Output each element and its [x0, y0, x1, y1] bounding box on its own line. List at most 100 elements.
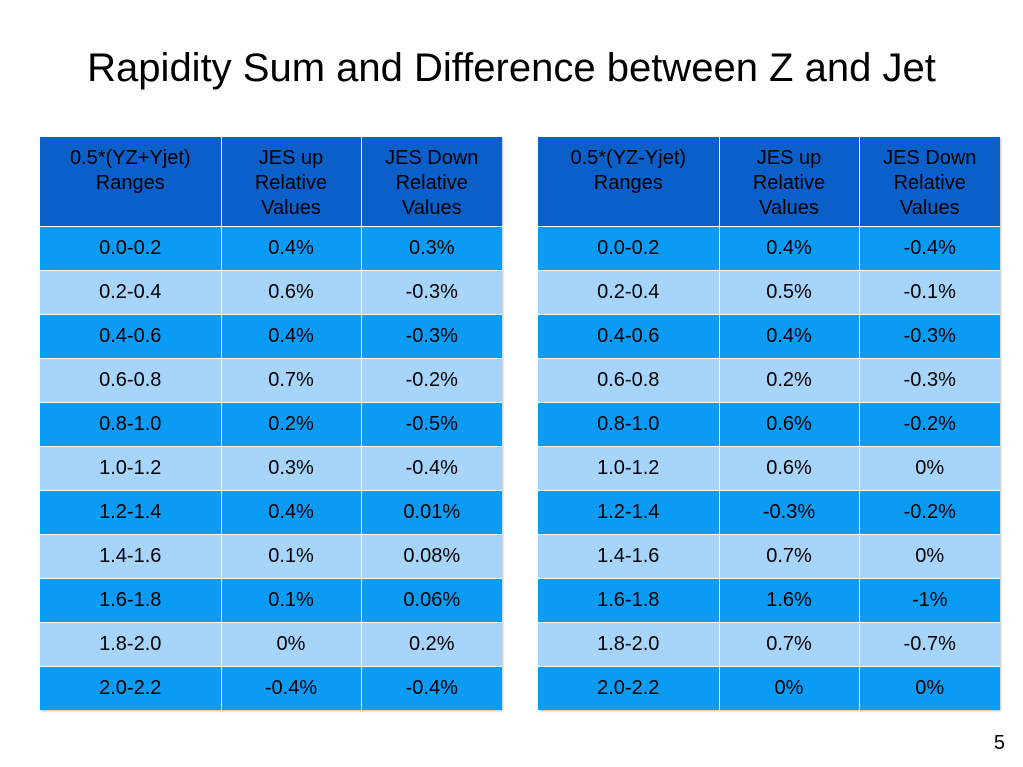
jes-up-cell: 0.4%	[221, 313, 362, 358]
jes-up-cell: 0.6%	[719, 445, 860, 490]
table-row: 0.8-1.0 0.6% -0.2%	[538, 401, 1000, 446]
range-cell: 1.2-1.4	[538, 489, 720, 534]
header-jes-down: JES Down Relative Values	[361, 137, 502, 226]
table-row: 0.6-0.8 0.2% -0.3%	[538, 357, 1000, 402]
jes-down-cell: -0.2%	[859, 489, 1000, 534]
table-row: 1.0-1.2 0.3% -0.4%	[40, 445, 502, 490]
header-ranges: 0.5*(YZ-Yjet) Ranges	[538, 137, 720, 226]
table-row: 0.2-0.4 0.5% -0.1%	[538, 269, 1000, 314]
table-row: 0.2-0.4 0.6% -0.3%	[40, 269, 502, 314]
table-row: 2.0-2.2 0% 0%	[538, 665, 1000, 710]
jes-up-cell: 0%	[221, 621, 362, 666]
jes-down-cell: -0.4%	[859, 225, 1000, 270]
jes-down-cell: 0.08%	[361, 533, 502, 578]
header-jes-up: JES up Relative Values	[719, 137, 860, 226]
jes-down-cell: -0.7%	[859, 621, 1000, 666]
rapidity-difference-table: 0.5*(YZ-Yjet) Ranges JES up Relative Val…	[538, 137, 1000, 710]
table-header-row: 0.5*(YZ+Yjet) Ranges JES up Relative Val…	[40, 137, 502, 226]
range-cell: 0.8-1.0	[40, 401, 222, 446]
range-cell: 0.2-0.4	[538, 269, 720, 314]
jes-up-cell: 0%	[719, 665, 860, 710]
table-row: 1.8-2.0 0% 0.2%	[40, 621, 502, 666]
header-jes-down: JES Down Relative Values	[859, 137, 1000, 226]
slide-title: Rapidity Sum and Difference between Z an…	[87, 46, 936, 90]
table-row: 1.4-1.6 0.7% 0%	[538, 533, 1000, 578]
table-row: 1.8-2.0 0.7% -0.7%	[538, 621, 1000, 666]
table-row: 1.2-1.4 0.4% 0.01%	[40, 489, 502, 534]
jes-down-cell: -0.3%	[859, 313, 1000, 358]
table-row: 1.0-1.2 0.6% 0%	[538, 445, 1000, 490]
range-cell: 1.4-1.6	[40, 533, 222, 578]
jes-down-cell: -0.5%	[361, 401, 502, 446]
jes-up-cell: -0.4%	[221, 665, 362, 710]
range-cell: 0.2-0.4	[40, 269, 222, 314]
table-row: 0.0-0.2 0.4% -0.4%	[538, 225, 1000, 270]
jes-up-cell: -0.3%	[719, 489, 860, 534]
jes-down-cell: -0.4%	[361, 665, 502, 710]
jes-down-cell: 0.06%	[361, 577, 502, 622]
jes-up-cell: 0.7%	[221, 357, 362, 402]
jes-down-cell: 0.3%	[361, 225, 502, 270]
table-row: 0.0-0.2 0.4% 0.3%	[40, 225, 502, 270]
jes-down-cell: -0.4%	[361, 445, 502, 490]
range-cell: 0.8-1.0	[538, 401, 720, 446]
range-cell: 1.6-1.8	[40, 577, 222, 622]
jes-down-cell: 0.01%	[361, 489, 502, 534]
table-row: 0.8-1.0 0.2% -0.5%	[40, 401, 502, 446]
table-header-row: 0.5*(YZ-Yjet) Ranges JES up Relative Val…	[538, 137, 1000, 226]
range-cell: 1.8-2.0	[40, 621, 222, 666]
jes-up-cell: 0.3%	[221, 445, 362, 490]
page-number: 5	[993, 732, 1005, 754]
range-cell: 0.4-0.6	[40, 313, 222, 358]
jes-down-cell: 0.2%	[361, 621, 502, 666]
range-cell: 1.6-1.8	[538, 577, 720, 622]
jes-up-cell: 0.4%	[719, 225, 860, 270]
jes-up-cell: 0.7%	[719, 621, 860, 666]
jes-up-cell: 0.5%	[719, 269, 860, 314]
jes-up-cell: 0.2%	[719, 357, 860, 402]
header-ranges: 0.5*(YZ+Yjet) Ranges	[40, 137, 222, 226]
jes-up-cell: 0.1%	[221, 577, 362, 622]
table-row: 1.2-1.4 -0.3% -0.2%	[538, 489, 1000, 534]
rapidity-sum-table: 0.5*(YZ+Yjet) Ranges JES up Relative Val…	[40, 137, 502, 710]
jes-up-cell: 0.7%	[719, 533, 860, 578]
jes-down-cell: -0.3%	[859, 357, 1000, 402]
jes-up-cell: 0.4%	[719, 313, 860, 358]
range-cell: 1.0-1.2	[40, 445, 222, 490]
table-row: 0.6-0.8 0.7% -0.2%	[40, 357, 502, 402]
header-jes-up: JES up Relative Values	[221, 137, 362, 226]
range-cell: 1.0-1.2	[538, 445, 720, 490]
range-cell: 2.0-2.2	[538, 665, 720, 710]
jes-up-cell: 0.4%	[221, 225, 362, 270]
range-cell: 0.0-0.2	[538, 225, 720, 270]
range-cell: 0.4-0.6	[538, 313, 720, 358]
range-cell: 1.4-1.6	[538, 533, 720, 578]
range-cell: 0.0-0.2	[40, 225, 222, 270]
jes-up-cell: 1.6%	[719, 577, 860, 622]
jes-down-cell: -0.3%	[361, 313, 502, 358]
jes-up-cell: 0.6%	[221, 269, 362, 314]
range-cell: 1.2-1.4	[40, 489, 222, 534]
table-row: 0.4-0.6 0.4% -0.3%	[538, 313, 1000, 358]
jes-down-cell: 0%	[859, 665, 1000, 710]
table-row: 2.0-2.2 -0.4% -0.4%	[40, 665, 502, 710]
jes-down-cell: -0.3%	[361, 269, 502, 314]
table-row: 0.4-0.6 0.4% -0.3%	[40, 313, 502, 358]
table-row: 1.6-1.8 0.1% 0.06%	[40, 577, 502, 622]
jes-down-cell: -0.1%	[859, 269, 1000, 314]
jes-down-cell: -0.2%	[859, 401, 1000, 446]
table-row: 1.4-1.6 0.1% 0.08%	[40, 533, 502, 578]
table-row: 1.6-1.8 1.6% -1%	[538, 577, 1000, 622]
jes-up-cell: 0.4%	[221, 489, 362, 534]
range-cell: 2.0-2.2	[40, 665, 222, 710]
range-cell: 1.8-2.0	[538, 621, 720, 666]
jes-down-cell: -1%	[859, 577, 1000, 622]
range-cell: 0.6-0.8	[538, 357, 720, 402]
jes-up-cell: 0.2%	[221, 401, 362, 446]
jes-up-cell: 0.1%	[221, 533, 362, 578]
jes-up-cell: 0.6%	[719, 401, 860, 446]
jes-down-cell: 0%	[859, 533, 1000, 578]
jes-down-cell: -0.2%	[361, 357, 502, 402]
range-cell: 0.6-0.8	[40, 357, 222, 402]
jes-down-cell: 0%	[859, 445, 1000, 490]
